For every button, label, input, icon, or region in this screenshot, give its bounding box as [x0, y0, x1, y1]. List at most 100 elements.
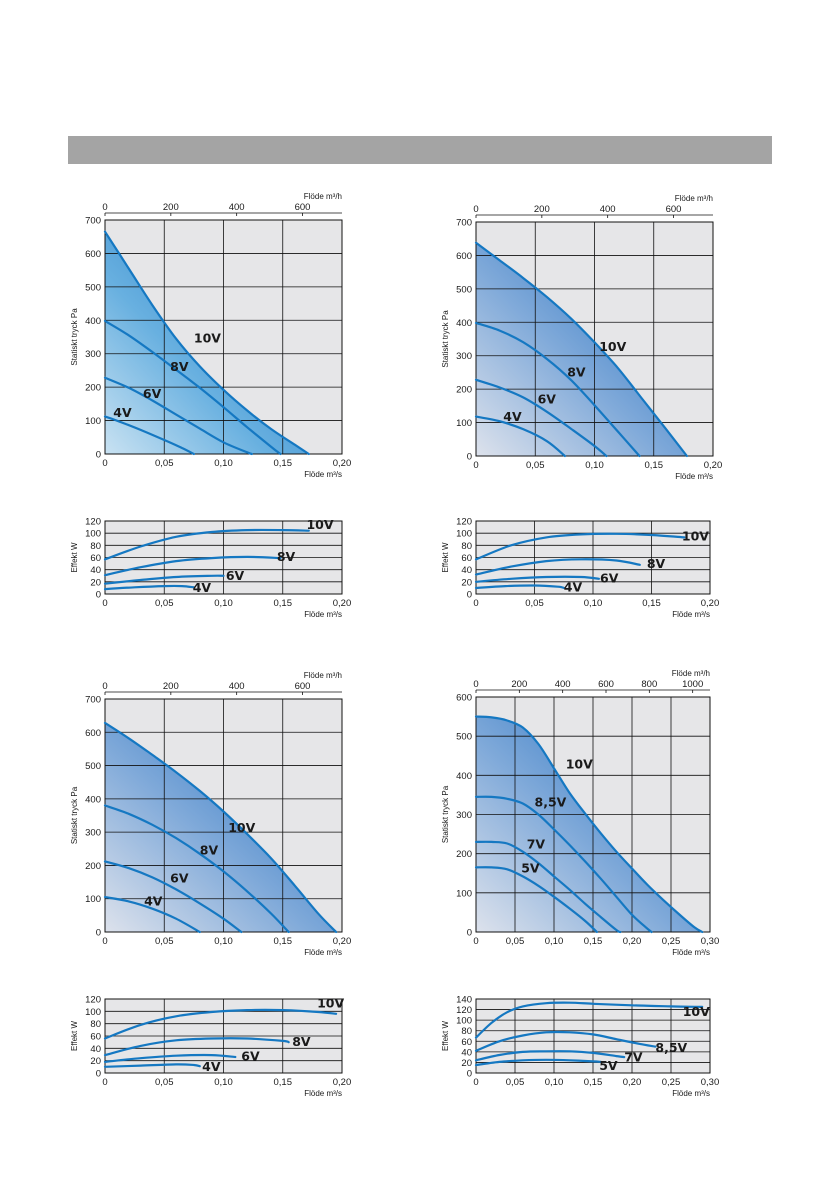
series-label: 8V [292, 1034, 311, 1049]
series-line [103, 804, 290, 934]
series-label: 10V [306, 517, 333, 532]
series-label: 6V [600, 570, 619, 585]
y-axis-title: Statiskt tryck Pa [70, 786, 79, 844]
series-line [474, 866, 598, 934]
y-tick-label: 120 [85, 517, 101, 528]
series-label: 10V [566, 756, 593, 771]
top-tick-label: 200 [163, 681, 179, 692]
top-tick-label: 400 [600, 204, 616, 215]
x-tick-label: 0 [102, 458, 107, 469]
series-label: 4V [144, 893, 163, 908]
y-axis-title: Effekt W [441, 542, 450, 573]
top-tick-label: 1000 [682, 679, 703, 690]
y-axis-title: Effekt W [441, 1021, 450, 1052]
y-tick-label: 40 [90, 565, 101, 576]
top-tick-label: 0 [473, 204, 478, 215]
y-tick-label: 0 [96, 450, 101, 461]
series-label: 10V [317, 996, 344, 1011]
x-tick-label: 0,20 [333, 598, 352, 609]
series-line [474, 1001, 704, 1039]
x-tick-label: 0 [473, 598, 478, 609]
y-axis-title: Effekt W [70, 1021, 79, 1052]
x-axis-title: Flöde m³/s [672, 610, 710, 619]
series-line [474, 241, 688, 458]
plot-frame [475, 520, 711, 595]
y-tick-label: 600 [456, 693, 472, 704]
y-axis-title: Effekt W [70, 542, 79, 573]
series-line [103, 574, 225, 585]
y-tick-label: 60 [90, 1032, 101, 1043]
top-tick-label: 0 [473, 679, 478, 690]
x-axis-title: Flöde m³/s [672, 948, 710, 957]
y-tick-label: 200 [456, 385, 472, 396]
x-tick-label: 0 [102, 598, 107, 609]
plot-frame [104, 698, 343, 933]
x-tick-label: 0,20 [333, 1077, 352, 1088]
series-label: 8V [200, 842, 219, 857]
series-line [103, 860, 243, 934]
y-axis-title: Statiskt tryck Pa [70, 308, 79, 366]
series-line [103, 555, 282, 577]
top-axis-title: Flöde m³/h [304, 192, 342, 201]
y-tick-label: 60 [461, 1037, 472, 1048]
x-tick-label: 0,20 [623, 936, 642, 947]
top-axis-title: Flöde m³/h [304, 671, 342, 680]
x-tick-label: 0,05 [155, 598, 174, 609]
series-line [103, 1037, 290, 1057]
x-tick-label: 0,10 [214, 458, 233, 469]
x-tick-label: 0 [473, 936, 478, 947]
y-tick-label: 80 [461, 1026, 472, 1037]
y-axis-title: Statiskt tryck Pa [441, 310, 450, 368]
series-label: 6V [143, 386, 162, 401]
series-line [474, 575, 600, 583]
series-line [474, 558, 641, 576]
x-tick-label: 0 [473, 1077, 478, 1088]
series-label: 10V [228, 820, 255, 835]
x-tick-label: 0,15 [642, 598, 661, 609]
series-line [103, 1008, 338, 1040]
series-line [103, 230, 310, 456]
x-tick-label: 0,10 [545, 936, 564, 947]
series-label: 8,5V [535, 795, 567, 810]
y-tick-label: 0 [467, 1069, 472, 1080]
y-axis-title: Statiskt tryck Pa [441, 785, 450, 843]
y-tick-label: 80 [461, 541, 472, 552]
top-tick-label: 0 [102, 681, 107, 692]
x-tick-label: 0,15 [645, 460, 664, 471]
x-tick-label: 0 [102, 936, 107, 947]
series-label: 10V [683, 1004, 710, 1019]
x-axis-title: Flöde m³/s [304, 1089, 342, 1098]
x-axis-title: Flöde m³/s [672, 1089, 710, 1098]
series-label: 4V [113, 405, 132, 420]
y-tick-label: 60 [461, 553, 472, 564]
top-tick-label: 600 [295, 681, 311, 692]
y-tick-label: 500 [456, 284, 472, 295]
y-tick-label: 120 [456, 517, 472, 528]
top-tick-label: 800 [641, 679, 657, 690]
y-tick-label: 0 [96, 928, 101, 939]
series-label: 8V [647, 556, 666, 571]
series-line [474, 1058, 602, 1067]
y-tick-label: 200 [85, 383, 101, 394]
series-label: 6V [226, 568, 245, 583]
y-tick-label: 100 [456, 1016, 472, 1027]
x-tick-label: 0,10 [214, 598, 233, 609]
top-tick-label: 600 [666, 204, 682, 215]
x-tick-label: 0,05 [526, 460, 545, 471]
plot-frame [475, 221, 714, 457]
top-tick-label: 400 [555, 679, 571, 690]
y-tick-label: 140 [456, 995, 472, 1006]
series-label: 4V [503, 409, 522, 424]
y-tick-label: 0 [467, 452, 472, 463]
series-line [103, 528, 310, 561]
x-tick-label: 0,20 [333, 936, 352, 947]
x-tick-label: 0,20 [623, 1077, 642, 1088]
series-line [103, 721, 338, 934]
series-line [103, 584, 195, 591]
y-tick-label: 300 [456, 810, 472, 821]
x-tick-label: 0,20 [333, 458, 352, 469]
y-tick-label: 20 [90, 1056, 101, 1067]
y-tick-label: 0 [96, 590, 101, 601]
top-tick-label: 600 [295, 202, 311, 213]
x-tick-label: 0,10 [545, 1077, 564, 1088]
